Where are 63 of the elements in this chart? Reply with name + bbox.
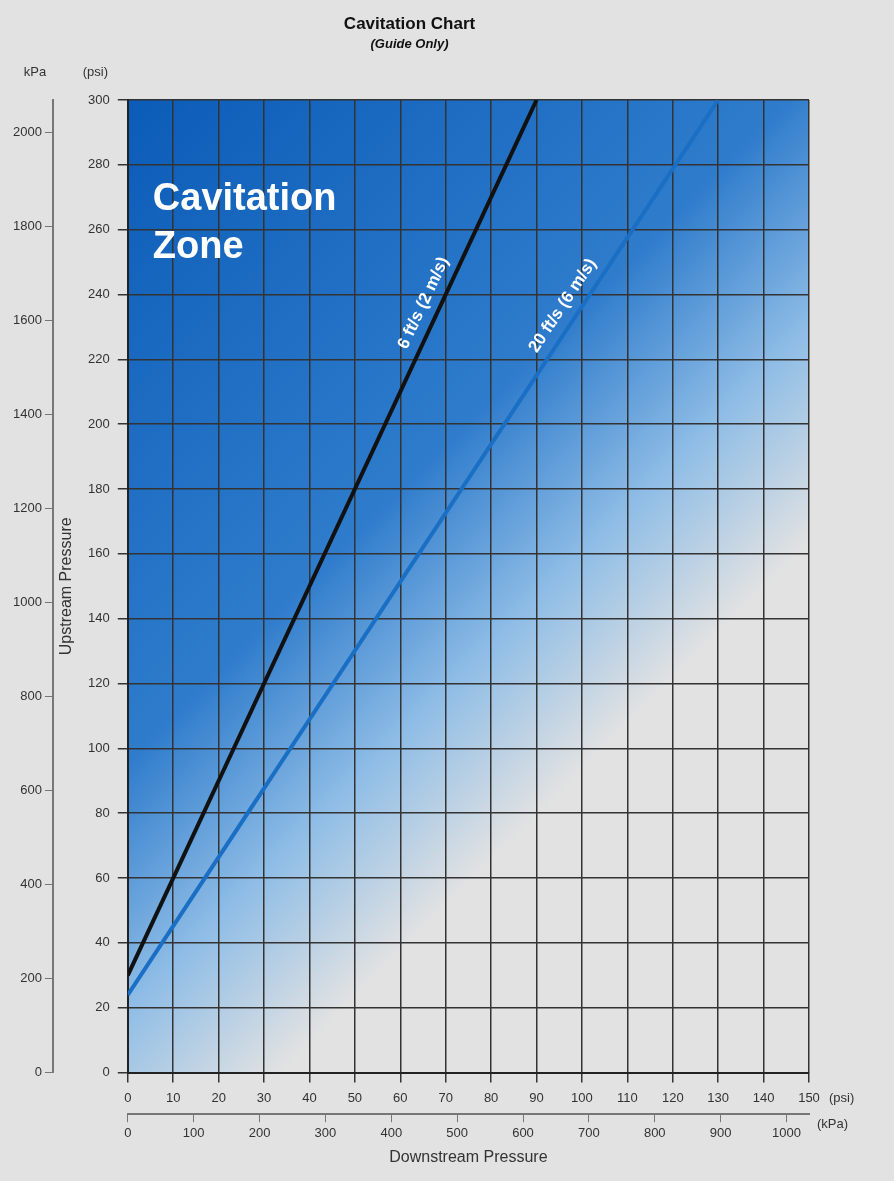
y-axis-title: Upstream Pressure [56,517,74,656]
x-tick-label: 70 [438,1089,453,1105]
x2-tick-label: 1000 [772,1124,801,1140]
x-tick-label: 120 [661,1089,684,1105]
x-tick-label: 40 [302,1089,317,1105]
x2-tick-label: 500 [446,1124,468,1140]
x-tick-label: 80 [483,1089,499,1105]
x-tick-label: 130 [707,1089,730,1105]
y-tick-label: 40 [95,934,110,950]
x2-tick-label: 200 [248,1124,271,1140]
y-tick-label: 0 [102,1064,110,1080]
y2-tick-label: 800 [20,688,42,703]
x-tick-label: 140 [752,1089,775,1105]
y-tick-label: 220 [88,350,110,366]
y2-tick-label: 400 [20,876,42,892]
x-tick-label: 0 [124,1089,132,1105]
x2-tick-label: 300 [314,1124,337,1140]
x-tick-label: 100 [571,1089,593,1105]
chart-title: Cavitation Chart [343,13,476,33]
x-axis-title: Downstream Pressure [389,1147,548,1165]
x2-tick-label: 0 [124,1124,132,1140]
y2-tick-label: 1200 [13,499,42,515]
y2-tick-label: 1400 [13,405,42,421]
x-tick-label: 150 [798,1089,820,1105]
x-tick-label: 50 [347,1089,363,1105]
y-tick-label: 240 [88,286,110,302]
y-tick-label: 200 [88,415,110,431]
y2-tick-label: 0 [34,1064,42,1080]
y-tick-label: 140 [88,610,110,626]
y-tick-label: 280 [88,156,110,172]
y-tick-label: 300 [88,91,110,107]
x2-axis-title: (kPa) [817,1115,849,1131]
y-tick-label: 80 [95,804,110,820]
y-tick-label: 120 [88,675,110,691]
x2-tick-label: 600 [512,1124,534,1140]
text: (psi) [82,63,109,79]
x2-tick-label: 100 [182,1124,205,1140]
x2-tick-label: 700 [578,1124,600,1140]
y2-tick-label: 200 [20,970,42,986]
text: (psi) [829,1090,855,1106]
y-tick-label: 100 [88,739,110,755]
x-tick-label: 20 [211,1089,226,1105]
y2-tick-label: 1000 [13,593,42,609]
x-tick-label: 110 [616,1089,638,1105]
text: 6 ft/s (2 m/s) [393,253,453,352]
y2-tick-label: 600 [20,782,42,798]
x2-tick-label: 900 [709,1124,732,1140]
y2-tick-label: 2000 [13,123,42,139]
y2-tick-label: 1800 [13,217,42,233]
x2-tick-label: 400 [380,1124,403,1140]
y-tick-label: 20 [95,999,110,1015]
y-tick-label: 60 [95,869,110,885]
chart-subtitle: (Guide Only) [370,35,449,51]
y2-axis-title: kPa [23,63,47,79]
y2-tick-label: 1600 [13,311,42,327]
y-tick-label: 160 [88,545,110,561]
x-tick-label: 90 [529,1089,544,1105]
x-tick-label: 30 [256,1089,272,1105]
y-tick-label: 180 [88,480,110,496]
x2-tick-label: 800 [643,1124,666,1140]
y-tick-label: 260 [88,221,110,237]
x-tick-label: 10 [165,1089,181,1105]
x-tick-label: 60 [393,1089,408,1105]
